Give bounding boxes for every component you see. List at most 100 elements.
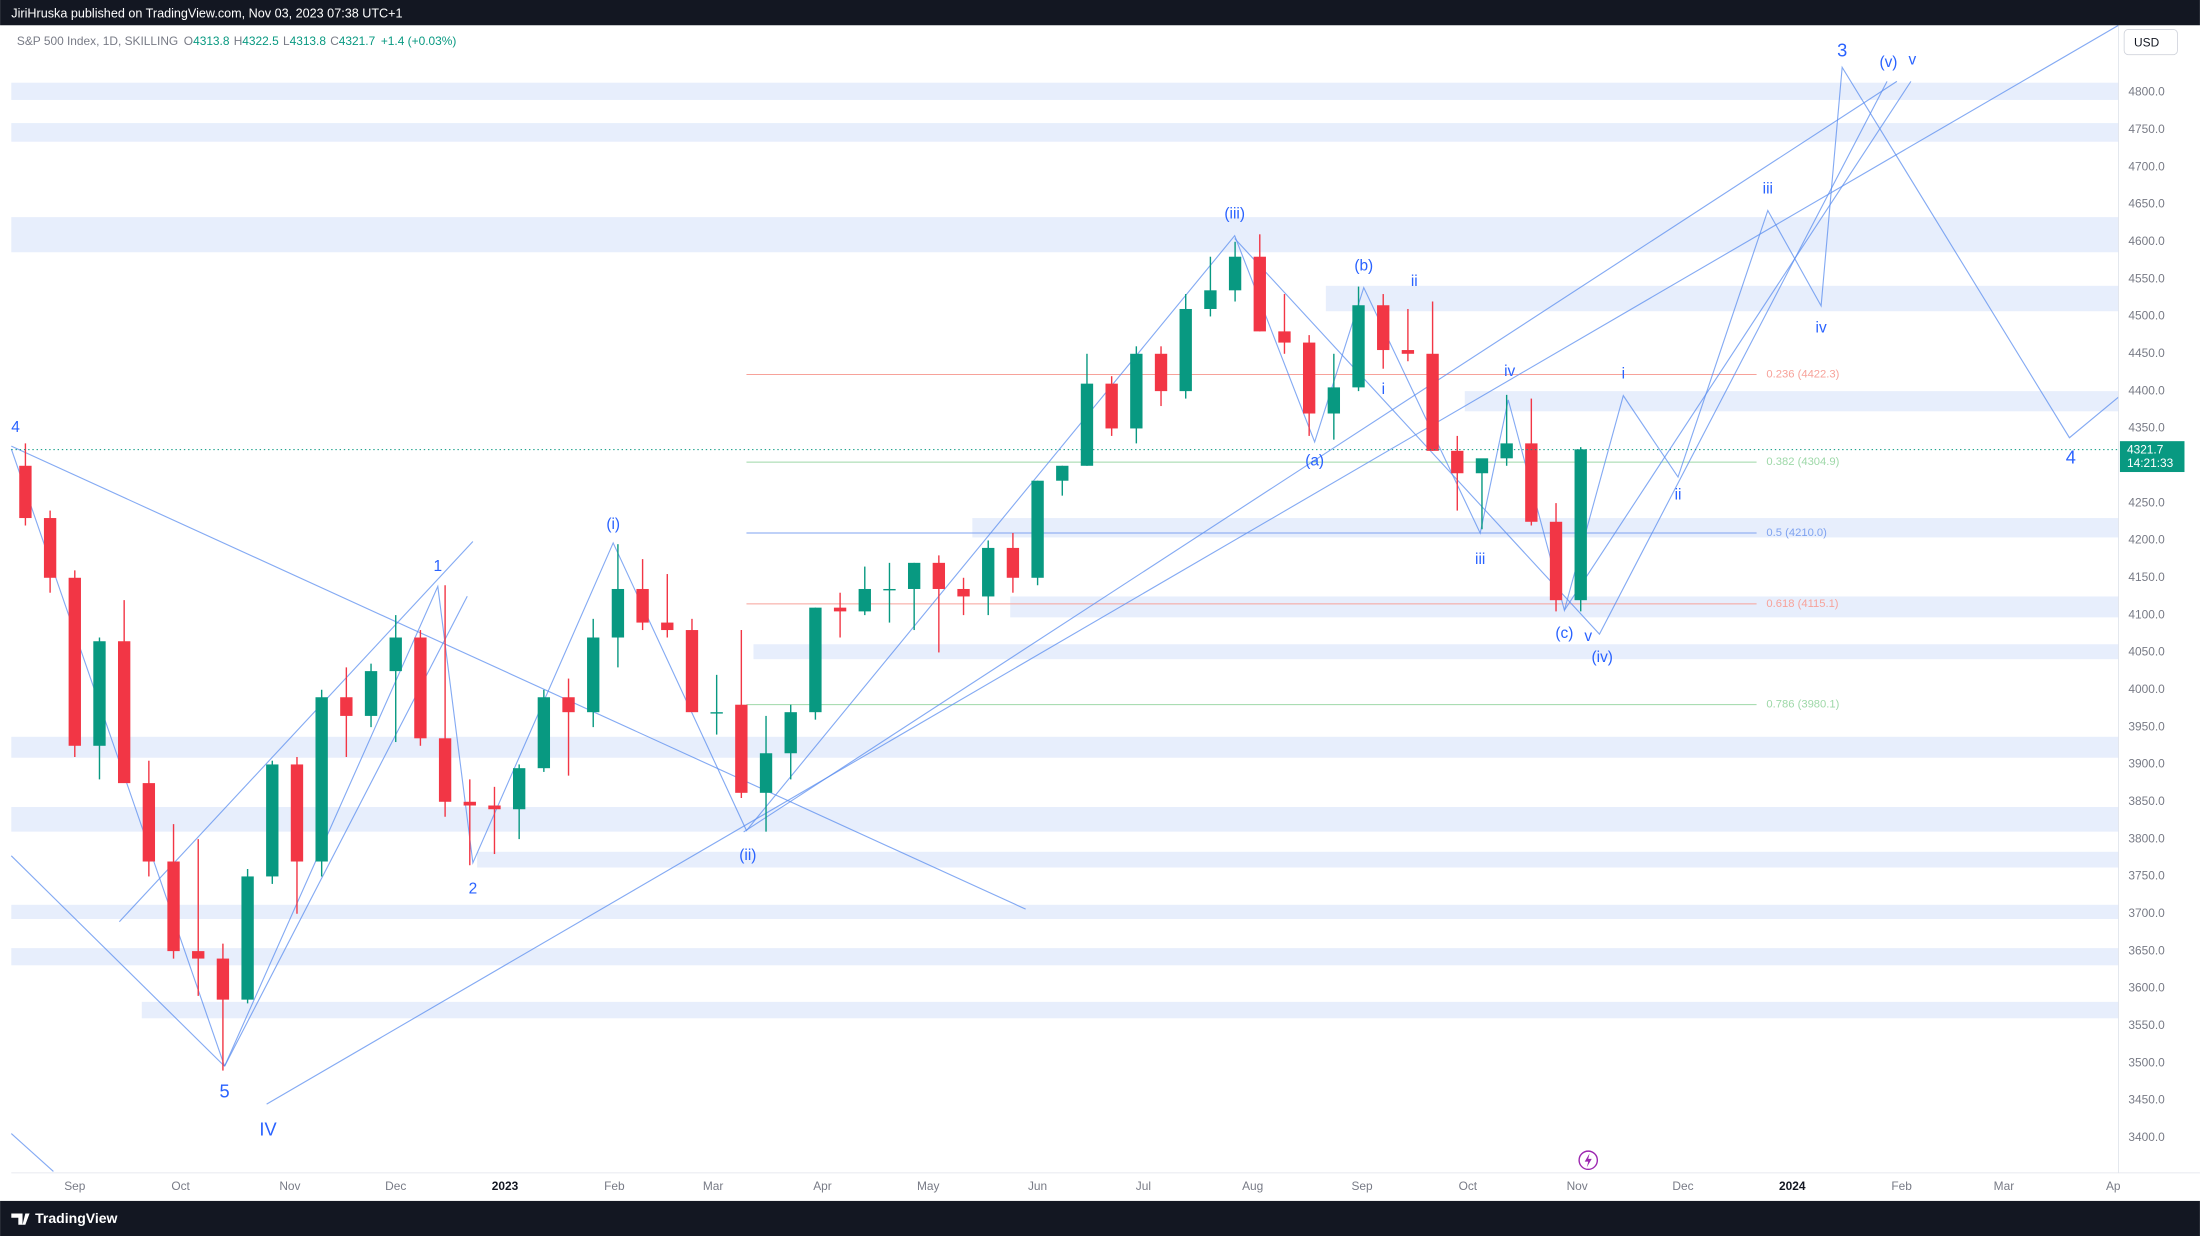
wave-label: IV bbox=[259, 1119, 277, 1140]
candle-body bbox=[1327, 387, 1341, 414]
x-tick-label: Jun bbox=[1028, 1179, 1047, 1193]
ohlc-key: O bbox=[184, 34, 193, 48]
candle-body bbox=[1352, 305, 1365, 388]
y-tick-label: 4250.0 bbox=[2128, 495, 2165, 509]
ohlc-key: L bbox=[283, 34, 290, 48]
ohlc-value: 4322.5 bbox=[242, 34, 279, 48]
wave-label: (iv) bbox=[1592, 649, 1613, 666]
y-tick-label: 4500.0 bbox=[2128, 309, 2165, 323]
fib-label: 0.786 (3980.1) bbox=[1766, 699, 1839, 711]
candle-body bbox=[661, 622, 674, 631]
wave-label: 2 bbox=[469, 881, 478, 898]
ohlc-key: C bbox=[330, 34, 339, 48]
candle-body bbox=[1500, 443, 1513, 459]
wave-label: iv bbox=[1504, 363, 1515, 380]
candle-body bbox=[809, 607, 822, 713]
zone bbox=[477, 851, 2119, 868]
x-tick-label: Nov bbox=[1567, 1179, 1588, 1193]
candles bbox=[19, 234, 1587, 1071]
axes: 3400.0 3450.0 3500.0 3550.0 3600.0 3650.0 3700… bbox=[64, 85, 2165, 1193]
candle-body bbox=[611, 588, 625, 638]
event-icon[interactable] bbox=[1578, 1150, 1599, 1171]
ohlc-value: 4313.8 bbox=[290, 34, 327, 48]
y-tick-label: 4550.0 bbox=[2128, 271, 2165, 285]
last-price-box bbox=[2119, 441, 2185, 473]
wave-label: (v) bbox=[1879, 54, 1897, 71]
candle-body bbox=[463, 801, 476, 806]
candle-body bbox=[759, 753, 773, 793]
y-tick-label: 3400.0 bbox=[2128, 1130, 2165, 1144]
candle-body bbox=[340, 697, 353, 716]
candle-body bbox=[142, 783, 156, 862]
candle-body bbox=[1574, 449, 1587, 601]
candle-body bbox=[68, 577, 81, 746]
candle-body bbox=[932, 562, 946, 589]
logo bbox=[11, 1213, 30, 1225]
candle-body bbox=[883, 588, 896, 591]
y-tick-label: 3750.0 bbox=[2128, 869, 2165, 883]
candle-body bbox=[438, 738, 452, 802]
wave-line bbox=[10, 855, 225, 1067]
candle-body bbox=[1451, 450, 1464, 474]
candle-body bbox=[192, 951, 205, 959]
candle-body bbox=[957, 588, 970, 597]
fib-label: 0.382 (4304.9) bbox=[1766, 456, 1839, 468]
wave-label: i bbox=[1382, 381, 1385, 398]
y-tick-label: 3650.0 bbox=[2128, 943, 2165, 957]
last-price-label: 4321.7 bbox=[2127, 442, 2164, 456]
y-tick-label: 3950.0 bbox=[2128, 719, 2165, 733]
x-tick-label: Oct bbox=[1459, 1179, 1478, 1193]
y-tick-label: 4350.0 bbox=[2128, 421, 2165, 435]
candle-body bbox=[982, 547, 995, 597]
candle-body bbox=[1080, 383, 1094, 466]
currency-button[interactable] bbox=[2123, 29, 2178, 56]
wave-label: v bbox=[1908, 51, 1916, 68]
y-tick-label: 4100.0 bbox=[2128, 607, 2165, 621]
zone bbox=[11, 948, 2119, 966]
y-tick-label: 4650.0 bbox=[2128, 197, 2165, 211]
wave-label: (iii) bbox=[1224, 206, 1245, 223]
zone bbox=[11, 807, 2119, 832]
wave-label: 1 bbox=[434, 558, 443, 575]
wave-label: 4 bbox=[2066, 447, 2076, 468]
wave-label: (c) bbox=[1555, 625, 1573, 642]
zone bbox=[141, 1001, 2119, 1019]
wave-label: 4 bbox=[11, 419, 20, 436]
wave-label: ii bbox=[1675, 486, 1682, 503]
candle-body bbox=[93, 641, 106, 746]
candle-body bbox=[414, 637, 427, 739]
candle-body bbox=[1006, 547, 1020, 578]
wave-label: ii bbox=[1411, 273, 1418, 290]
y-tick-label: 4050.0 bbox=[2128, 645, 2165, 659]
fib-levels: 0.236 (4422.3) 0.382 (4304.9) 0.5 (4210.0)… bbox=[746, 368, 1840, 711]
candle-body bbox=[43, 518, 57, 578]
y-tick-label: 3900.0 bbox=[2128, 757, 2165, 771]
y-tick-label: 4000.0 bbox=[2128, 682, 2165, 696]
candle-body bbox=[537, 697, 551, 769]
channel-line bbox=[118, 541, 474, 923]
wave-label: i bbox=[1622, 366, 1625, 383]
publisher: JiriHruska published on TradingView.com,… bbox=[11, 6, 402, 20]
candle-body bbox=[19, 465, 32, 519]
candle-body bbox=[735, 704, 748, 793]
x-tick-label: May bbox=[917, 1179, 940, 1193]
ohlc-key: H bbox=[234, 34, 243, 48]
wave-labels: 4 1 2 (i) (ii) (iii) (a) (b) i ii iii iv… bbox=[11, 40, 2076, 1140]
y-tick-label: 4800.0 bbox=[2128, 85, 2165, 99]
candle-body bbox=[1253, 256, 1266, 332]
zone bbox=[1010, 596, 2119, 618]
legend: S&P 500 Index, 1D, SKILLING O4313.8 H4322.… bbox=[17, 34, 456, 48]
candle-body bbox=[1426, 353, 1439, 451]
channel-line bbox=[266, 24, 2119, 1105]
candle-body bbox=[315, 697, 328, 862]
candle-body bbox=[1154, 353, 1168, 392]
x-tick-label: Feb bbox=[604, 1179, 625, 1193]
candle-body bbox=[266, 764, 279, 877]
candle-body bbox=[1278, 331, 1291, 343]
candle-body bbox=[685, 630, 699, 713]
candle-body bbox=[1377, 305, 1390, 351]
wave-label: (b) bbox=[1354, 258, 1373, 275]
candle-body bbox=[1204, 290, 1217, 309]
channel-line bbox=[224, 595, 468, 1067]
wave-drawings bbox=[10, 24, 2119, 1172]
